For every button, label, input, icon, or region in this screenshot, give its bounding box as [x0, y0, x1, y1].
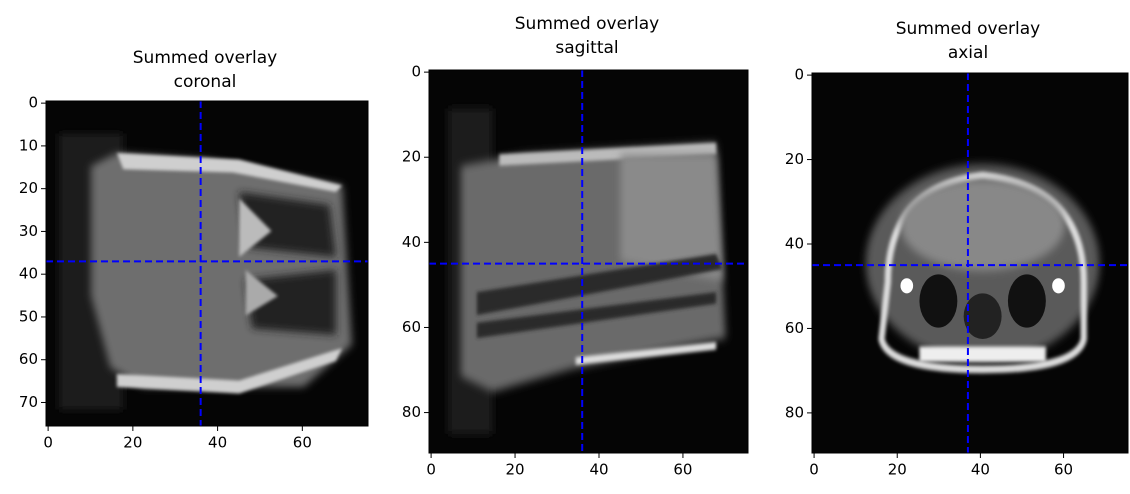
axes-frame — [428, 69, 749, 454]
y-tick-label: 50 — [19, 307, 38, 325]
y-tick-label: 0 — [28, 94, 38, 112]
x-tick-label: 60 — [293, 434, 312, 452]
panel-title: Summed overlay — [515, 14, 659, 34]
y-tick-label: 60 — [19, 350, 38, 368]
x-tick-label: 20 — [505, 461, 524, 479]
panel-title: axial — [948, 43, 988, 63]
x-tick-label: 0 — [809, 461, 819, 479]
x-tick-label: 40 — [208, 434, 227, 452]
x-tick-label: 60 — [1054, 461, 1073, 479]
y-tick-label: 20 — [19, 179, 38, 197]
y-tick-label: 30 — [19, 222, 38, 240]
mri-image — [812, 73, 1128, 453]
y-tick-label: 0 — [794, 66, 804, 84]
y-tick-label: 60 — [402, 318, 421, 336]
mri-image — [429, 70, 748, 453]
y-tick-label: 80 — [785, 403, 804, 421]
y-tick-label: 40 — [402, 233, 421, 251]
axes-frame — [811, 72, 1129, 454]
x-tick-label: 20 — [888, 461, 907, 479]
mri-image — [46, 101, 368, 426]
y-tick-label: 40 — [19, 265, 38, 283]
panel-title: sagittal — [555, 38, 618, 58]
x-tick-label: 0 — [43, 434, 53, 452]
x-tick-label: 40 — [589, 461, 608, 479]
y-tick-label: 20 — [785, 150, 804, 168]
y-tick-label: 40 — [785, 235, 804, 253]
y-tick-label: 0 — [411, 63, 421, 81]
panel-title: coronal — [174, 72, 237, 92]
y-tick-label: 80 — [402, 403, 421, 421]
x-tick-label: 60 — [673, 461, 692, 479]
panel-title: Summed overlay — [133, 48, 277, 68]
x-tick-label: 40 — [971, 461, 990, 479]
panel-title: Summed overlay — [896, 19, 1040, 39]
axes-frame — [45, 100, 369, 427]
x-tick-label: 0 — [426, 461, 436, 479]
y-tick-label: 60 — [785, 319, 804, 337]
x-tick-label: 20 — [123, 434, 142, 452]
y-tick-label: 20 — [402, 148, 421, 166]
y-tick-label: 70 — [19, 393, 38, 411]
y-tick-label: 10 — [19, 136, 38, 154]
